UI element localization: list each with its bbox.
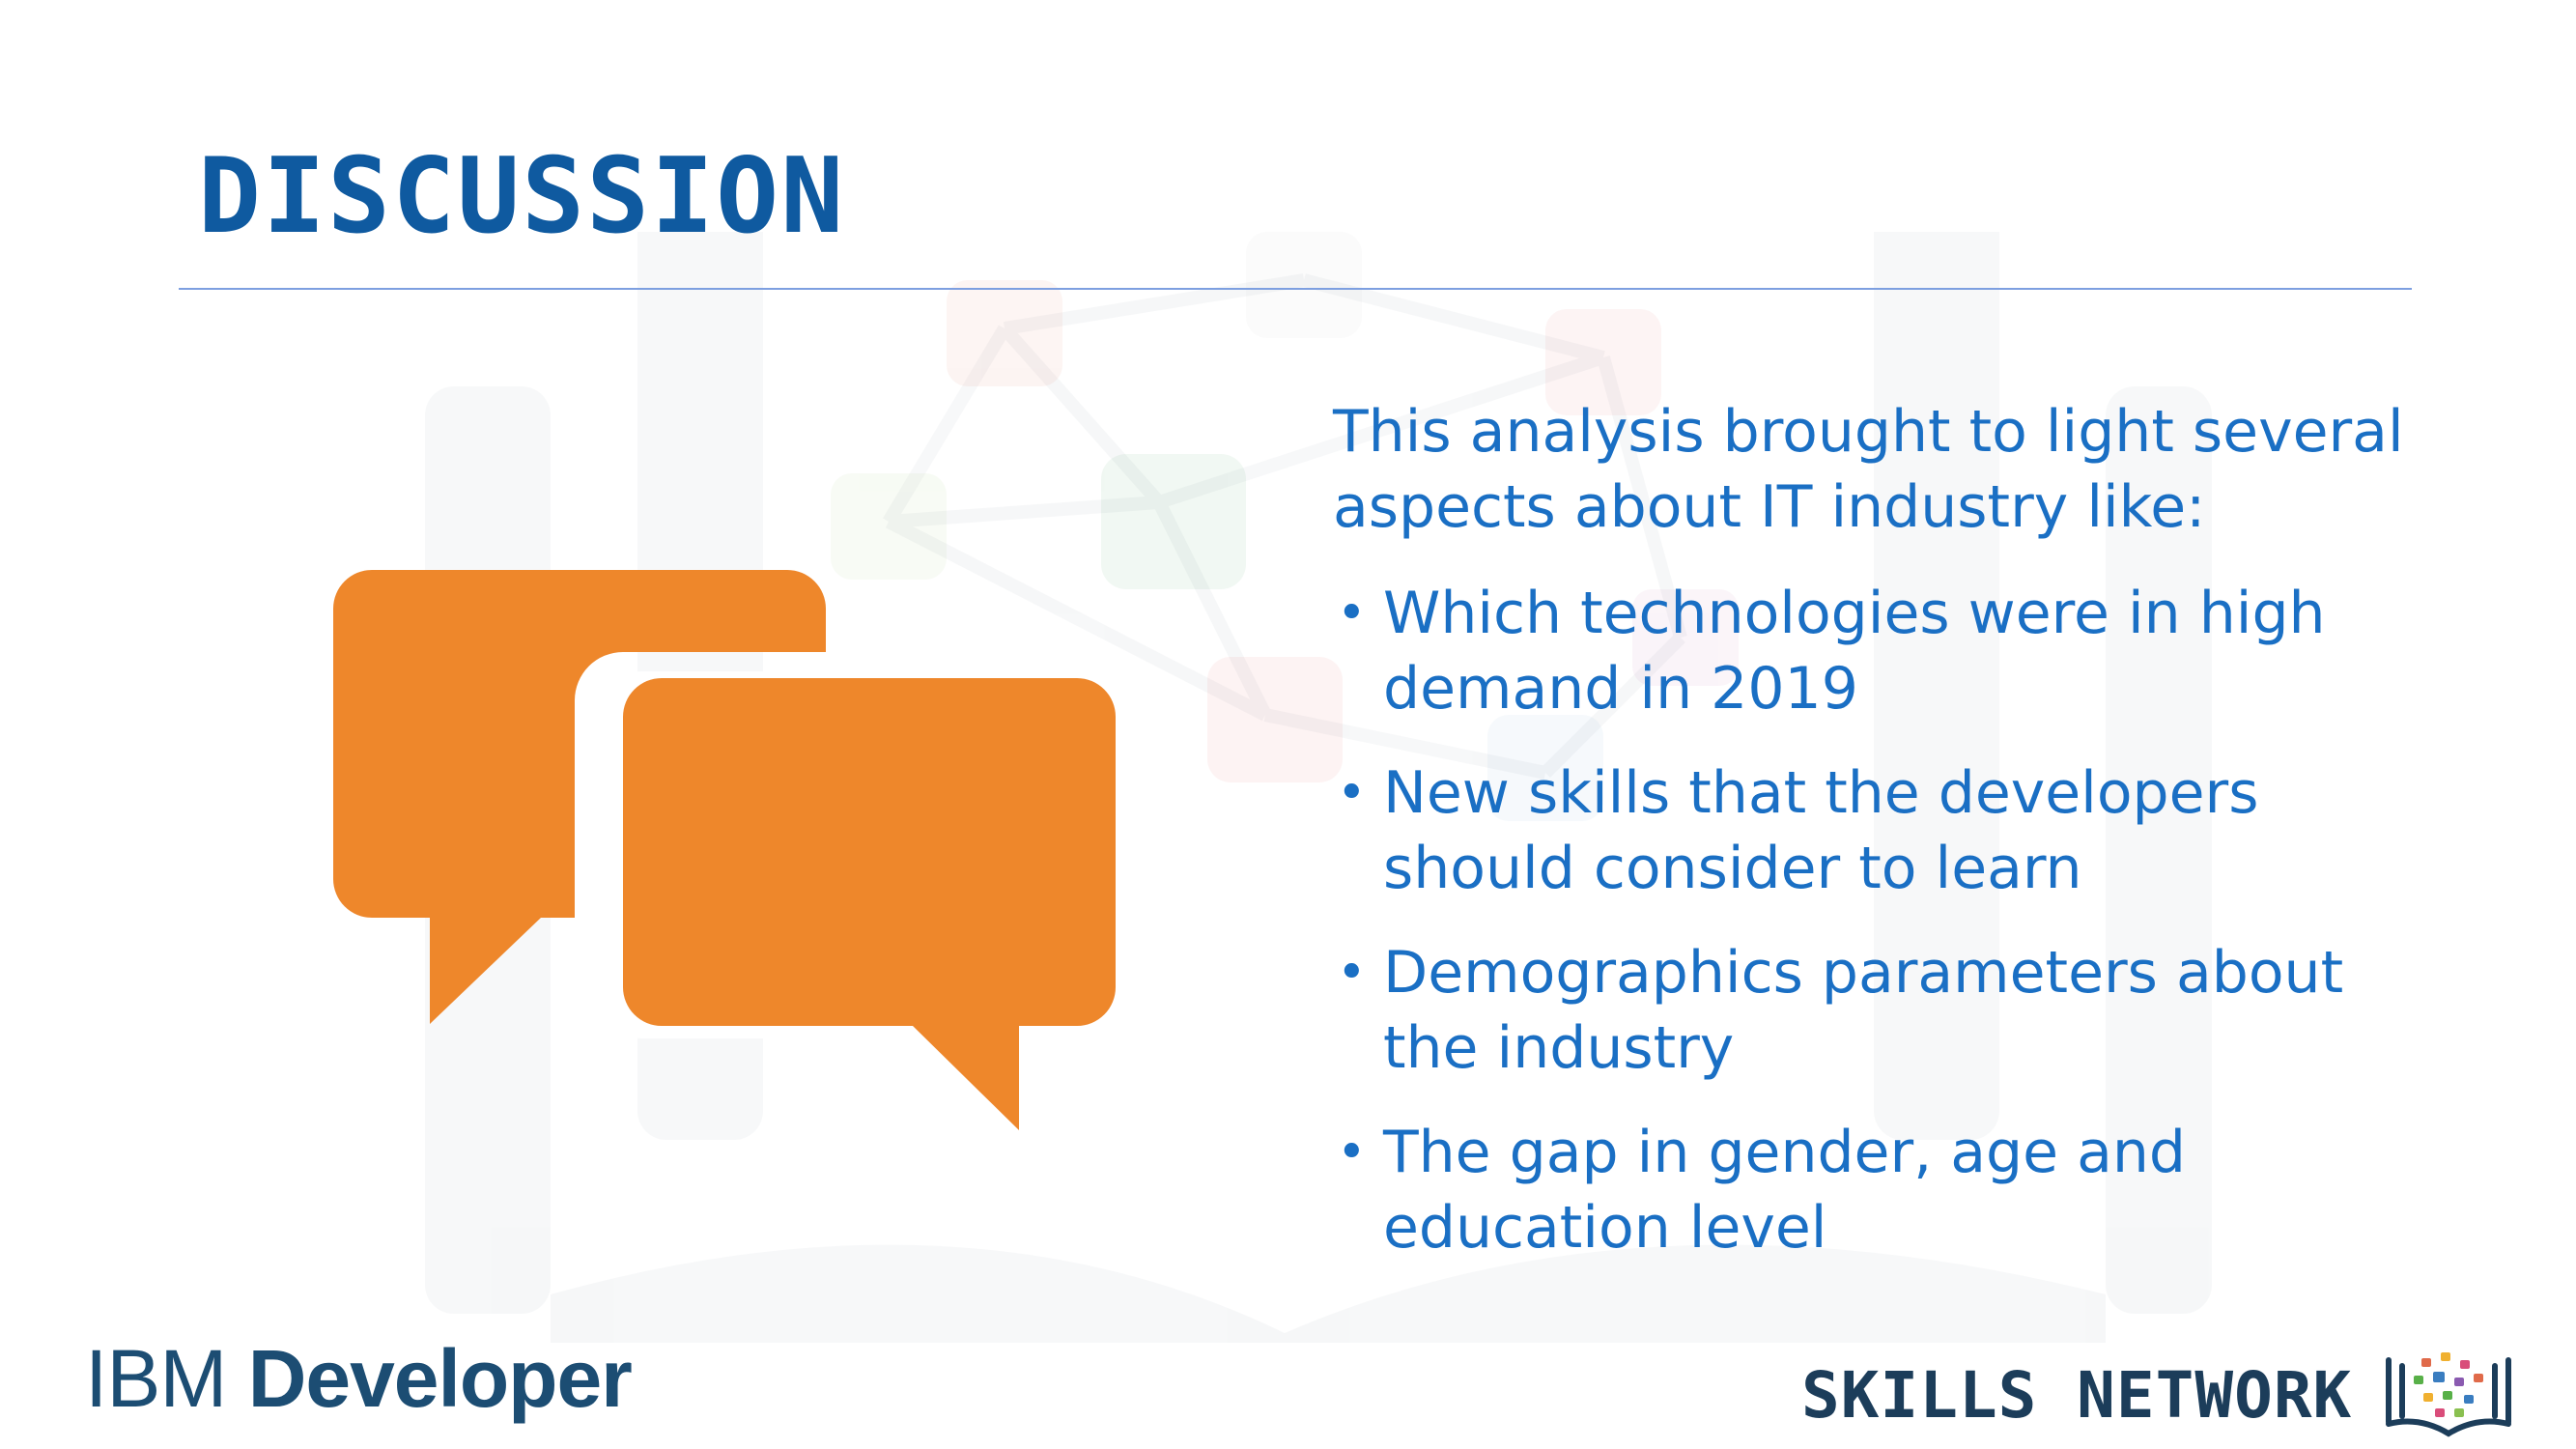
page-title: DISCUSSION [198,136,846,257]
skills-network-text: SKILLS NETWORK [1801,1358,2353,1433]
skills-network-logo: SKILLS NETWORK [1801,1352,2516,1439]
open-book-network-icon [2386,1352,2512,1437]
list-item: • The gap in gender, age and education l… [1333,1115,2424,1265]
intro-text: This analysis brought to light several a… [1333,398,2404,541]
bullet-glyph: • [1337,944,1367,1002]
bullet-list: • Which technologies were in high demand… [1333,576,2424,1265]
bullet-glyph: • [1337,584,1367,642]
list-item: • Demographics parameters about the indu… [1333,935,2424,1086]
discussion-content: This analysis brought to light several a… [1333,394,2424,1294]
speech-bubbles-icon [333,570,1120,1130]
bullet-text: Which technologies were in high demand i… [1383,580,2326,723]
bullet-text: Demographics parameters about the indust… [1383,939,2344,1082]
ibm-logo-suffix: Developer [247,1333,633,1424]
bullet-text: The gap in gender, age and education lev… [1383,1119,2187,1262]
list-item: • Which technologies were in high demand… [1333,576,2424,726]
bullet-glyph: • [1337,764,1367,822]
ibm-developer-logo: IBM Developer [85,1338,633,1419]
bullet-text: New skills that the developers should co… [1383,759,2259,902]
list-item: • New skills that the developers should … [1333,755,2424,906]
ibm-logo-prefix: IBM [85,1333,227,1424]
bullet-glyph: • [1337,1123,1367,1181]
title-divider [179,288,2412,290]
